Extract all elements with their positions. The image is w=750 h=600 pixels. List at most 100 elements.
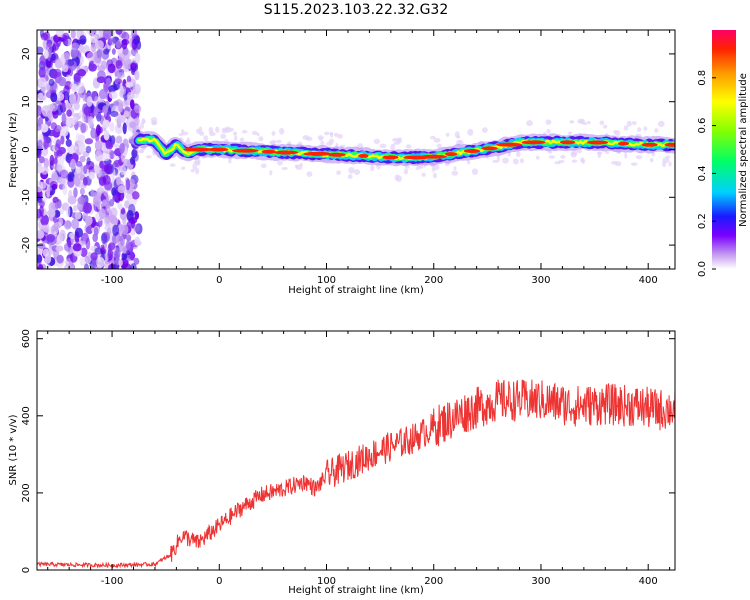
spectral-noise-blob (112, 224, 120, 236)
spectral-noise-blob (102, 199, 108, 207)
spectral-noise-blob (72, 243, 82, 252)
spectral-noise-blob (71, 42, 80, 51)
spectral-noise-blob (115, 135, 123, 144)
x-tick-label: 100 (317, 576, 336, 587)
spectral-noise-blob (62, 32, 70, 40)
spectral-noise-blob (86, 157, 91, 166)
y-tick-label: -10 (21, 189, 32, 205)
spectral-noise-blob (84, 138, 94, 145)
spectral-noise-blob (132, 83, 141, 95)
spectral-noise-blob (90, 252, 98, 261)
spectral-faint-blob (430, 136, 436, 140)
spectral-noise-blob (66, 205, 71, 218)
plot-frame-bottom (36, 330, 676, 571)
y-tick-label: -20 (21, 237, 32, 253)
spectral-faint-blob (277, 160, 283, 166)
spectral-noise-blob (71, 83, 79, 93)
spectral-faint-blob (580, 157, 585, 163)
spectral-noise-blob (45, 67, 50, 76)
colorbar-tick-label: 0.6 (697, 118, 708, 134)
colorbar: 0.0 0.2 0.4 0.6 0.8 Normalized spectral ampl… (697, 30, 749, 277)
spectral-noise-blob (103, 163, 113, 175)
spectral-noise-blob (51, 43, 57, 54)
spectral-noise-blob (109, 37, 116, 46)
spectral-noise-blob (96, 49, 102, 59)
spectral-noise-blob (116, 72, 125, 79)
spectral-noise-blob (77, 82, 85, 94)
spectral-faint-blob (306, 171, 313, 177)
x-tick-label: 200 (424, 576, 443, 587)
spectral-noise-blob (79, 155, 86, 163)
spectral-faint-blob (599, 120, 605, 126)
y-axis-label-top: Frequency (Hz) (8, 112, 19, 188)
spectral-noise-blob (102, 119, 110, 128)
spectral-peak (521, 140, 546, 145)
spectral-noise-blob (84, 215, 93, 226)
spectral-faint-blob (299, 162, 303, 167)
spectral-noise-blob (96, 76, 106, 84)
y-tick-label: 0 (21, 146, 32, 152)
spectral-noise-blob (38, 263, 44, 269)
spectral-noise-blob (77, 141, 86, 153)
spectral-noise-blob (58, 217, 63, 227)
spectral-noise-blob (125, 178, 131, 191)
spectral-noise-blob (51, 224, 56, 234)
spectral-noise-blob (64, 80, 73, 90)
spectral-noise-blob (49, 180, 58, 189)
spectral-noise-blob (134, 70, 140, 81)
spectral-faint-blob (379, 143, 387, 149)
spectral-faint-blob (558, 159, 565, 164)
spectral-noise-blob (125, 240, 131, 251)
spectral-noise-blob (56, 164, 63, 172)
spectral-noise-blob (78, 43, 84, 54)
spectral-faint-blob (624, 152, 628, 159)
spectral-faint-blob (432, 172, 437, 179)
spectral-faint-blob (198, 126, 203, 134)
spectral-noise-blob (126, 75, 132, 84)
spectral-noise-blob (117, 185, 126, 194)
spectral-noise-blob (62, 183, 68, 196)
spectral-faint-blob (294, 164, 299, 168)
y-tick-label: 600 (21, 329, 32, 348)
spectral-noise-blob (37, 229, 45, 239)
spectral-faint-blob (421, 172, 426, 177)
spectral-noise-blob (72, 204, 78, 212)
spectral-peak (444, 152, 458, 157)
spectral-noise-blob (59, 169, 69, 179)
spectral-noise-blob (38, 77, 47, 88)
spectral-noise-blob (83, 164, 88, 175)
spectral-peak (586, 140, 609, 145)
x-tick-label: -100 (101, 275, 124, 286)
spectral-noise-blob (67, 59, 75, 67)
spectral-noise-blob (103, 130, 110, 141)
spectral-faint-blob (630, 162, 638, 166)
axis-ticks-bottom: -100 0 100 200 300 400 0 200 400 600 (21, 329, 675, 587)
spectral-peak (664, 142, 675, 147)
colorbar-tick-label: 0.0 (697, 261, 708, 277)
spectral-faint-blob (519, 158, 525, 164)
spectral-noise-blob (61, 64, 69, 73)
spectral-faint-blob (577, 118, 584, 124)
spectral-noise-blob (85, 145, 92, 154)
spectral-noise-blob (82, 176, 88, 186)
spectral-noise-blob (109, 217, 119, 225)
spectral-noise-blob (119, 234, 125, 246)
spectral-faint-blob (333, 132, 339, 137)
spectral-noise-blob (93, 163, 100, 175)
spectral-noise-blob (128, 203, 136, 216)
spectral-noise-blob (119, 164, 127, 176)
x-tick-label: 0 (216, 275, 222, 286)
spectral-faint-blob (146, 155, 152, 159)
spectral-noise-blob (58, 178, 66, 185)
spectral-noise-blob (133, 224, 141, 232)
spectral-faint-blob (665, 155, 671, 159)
x-tick-label: 300 (531, 576, 550, 587)
spectral-noise-blob (57, 76, 67, 87)
spectral-peak (303, 151, 332, 156)
spectral-noise-blob (119, 85, 127, 95)
spectral-faint-blob (454, 131, 460, 139)
spectral-noise-blob (40, 85, 46, 93)
spectral-noise-blob (40, 32, 49, 41)
spectral-faint-blob (150, 117, 158, 123)
